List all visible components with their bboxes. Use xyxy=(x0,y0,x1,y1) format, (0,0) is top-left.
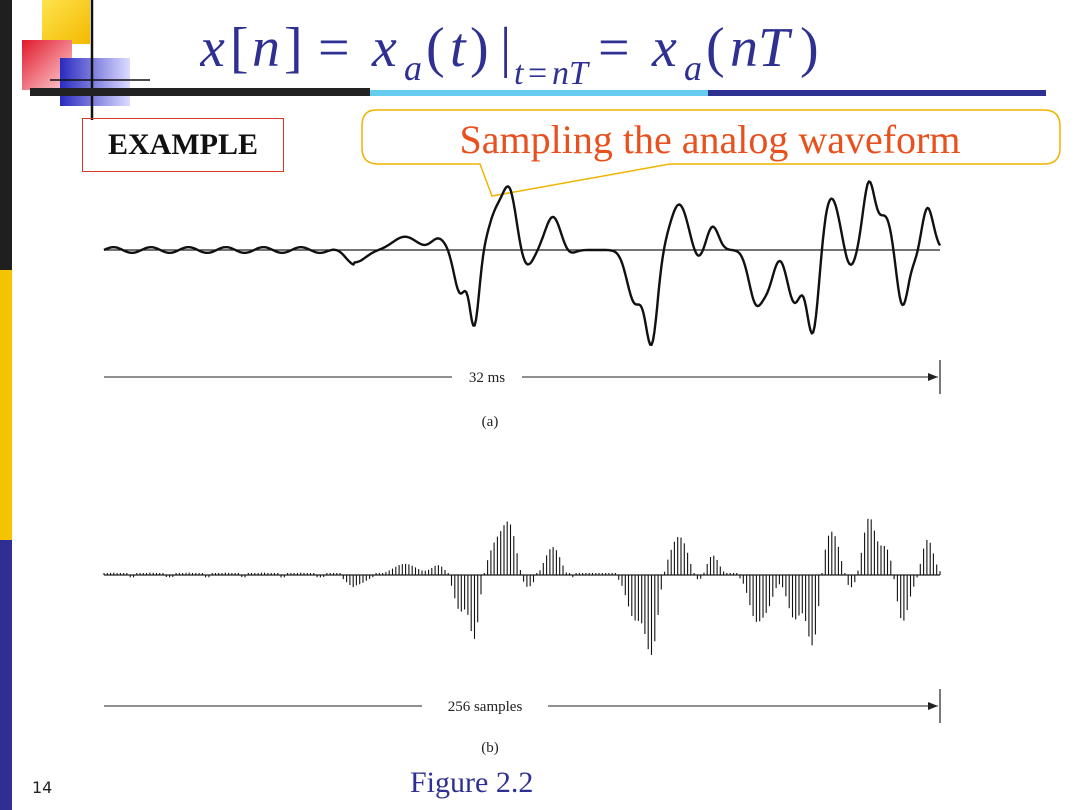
svg-text:x: x xyxy=(200,17,225,79)
svg-text:t: t xyxy=(514,55,525,88)
svg-text:a: a xyxy=(404,48,422,88)
panel-label-b: (b) xyxy=(481,740,499,756)
callout-bubble xyxy=(361,109,1061,197)
slide-number: 14 xyxy=(32,778,53,797)
svg-text:x: x xyxy=(651,17,677,79)
svg-text:t: t xyxy=(450,17,467,79)
title-rule-dark xyxy=(30,88,370,96)
svg-text:(: ( xyxy=(426,17,445,79)
duration-label: 32 ms xyxy=(469,370,505,386)
samples-label: 256 samples xyxy=(448,699,523,715)
svg-text:=: = xyxy=(528,55,547,88)
sampling-equation: x [ n ] = x a ( t ) | t = nT = x a ( nT … xyxy=(200,17,819,88)
sample-stems xyxy=(103,518,941,655)
svg-text:nT: nT xyxy=(552,55,590,88)
corner-logo-decoration xyxy=(22,0,150,120)
svg-text:]: ] xyxy=(284,17,303,79)
analog-waveform-figure: 32 ms (a) xyxy=(103,180,942,430)
panel-label-a: (a) xyxy=(482,414,499,430)
svg-text:x: x xyxy=(371,17,397,79)
title-rule-cyan xyxy=(370,90,708,96)
figure-caption: Figure 2.2 xyxy=(410,766,534,799)
side-bar-black xyxy=(0,0,12,270)
svg-text:a: a xyxy=(684,48,702,88)
title-rule-blue xyxy=(708,90,1046,96)
analog-waveform xyxy=(103,180,942,346)
example-label: EXAMPLE xyxy=(82,118,284,172)
samples-arrowhead xyxy=(928,702,938,710)
svg-text:): ) xyxy=(800,17,819,79)
svg-text:=: = xyxy=(318,17,350,79)
svg-text:(: ( xyxy=(706,17,725,79)
side-bar-blue xyxy=(0,540,12,810)
sampled-sequence-figure: 256 samples (b) xyxy=(103,518,941,756)
callout-text: Sampling the analog waveform xyxy=(459,116,961,162)
svg-text:=: = xyxy=(598,17,630,79)
svg-text:|: | xyxy=(500,17,511,79)
svg-text:[: [ xyxy=(230,17,249,79)
duration-arrowhead xyxy=(928,373,938,381)
svg-text:n: n xyxy=(252,17,280,79)
svg-text:nT: nT xyxy=(730,17,793,79)
side-bar-yellow xyxy=(0,270,12,540)
svg-text:): ) xyxy=(470,17,489,79)
